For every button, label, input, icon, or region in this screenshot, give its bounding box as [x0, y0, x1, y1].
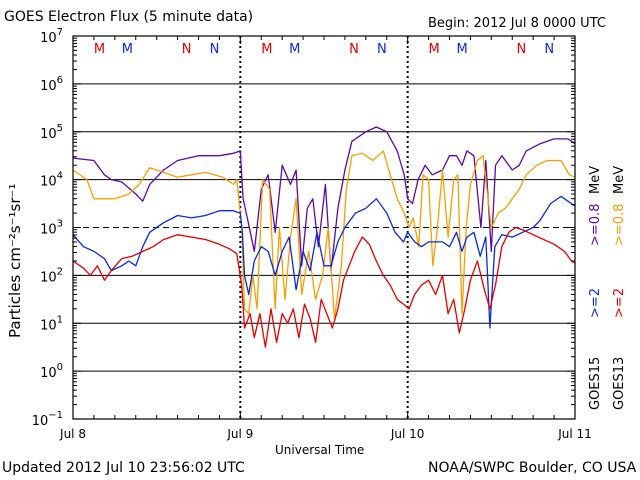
position-marker-label: M	[429, 42, 440, 57]
position-marker-label: N	[182, 42, 192, 57]
legend-goes15-gt08: >=0.8	[588, 203, 603, 246]
position-marker-label: M	[456, 42, 467, 57]
y-tick-label: 100	[40, 362, 63, 381]
y-tick-label: 106	[40, 75, 63, 94]
legend-goes13-unit: MeV	[612, 165, 627, 194]
legend-goes13-label: GOES13	[612, 356, 627, 410]
position-marker-label: M	[261, 42, 272, 57]
y-tick-label: 105	[40, 123, 63, 142]
y-tick-label: 104	[40, 171, 63, 190]
series-line	[72, 126, 576, 272]
begin-time: Begin: 2012 Jul 8 0000 UTC	[428, 16, 606, 31]
legend-goes13-gt08: >=0.8	[612, 203, 627, 246]
legend-goes15-label: GOES15	[588, 356, 603, 410]
position-marker-label: N	[210, 42, 220, 57]
series-line	[72, 150, 576, 320]
y-axis-label: Particles cm⁻²s⁻¹sr⁻¹	[6, 183, 24, 338]
x-tick-label: Jul 11	[557, 427, 592, 441]
x-tick-label: Jul 9	[226, 427, 253, 441]
position-marker-label: M	[94, 42, 105, 57]
position-marker-label: M	[289, 42, 300, 57]
position-marker-label: N	[349, 42, 359, 57]
position-marker-label: N	[544, 42, 554, 57]
position-marker-label: N	[516, 42, 526, 57]
y-tick-label: 10−1	[32, 410, 63, 429]
credit-label: NOAA/SWPC Boulder, CO USA	[428, 460, 637, 476]
y-tick-label: 107	[40, 27, 63, 46]
updated-timestamp: Updated 2012 Jul 10 23:56:02 UTC	[2, 460, 245, 476]
chart-title: GOES Electron Flux (5 minute data)	[4, 9, 254, 25]
position-marker-label: M	[122, 42, 133, 57]
x-tick-label: Jul 10	[390, 427, 425, 441]
y-tick-label: 101	[40, 314, 63, 333]
x-axis-label: Universal Time	[275, 443, 365, 457]
series-line	[72, 195, 576, 329]
position-marker-label: N	[377, 42, 387, 57]
legend-goes15-gt2: >=2	[588, 287, 603, 318]
y-tick-label: 102	[40, 266, 63, 285]
legend-goes15-unit: MeV	[588, 165, 603, 194]
series-line	[72, 226, 576, 348]
y-tick-label: 103	[40, 219, 63, 238]
legend-goes13-gt2: >=2	[612, 287, 627, 318]
x-tick-label: Jul 8	[59, 427, 86, 441]
